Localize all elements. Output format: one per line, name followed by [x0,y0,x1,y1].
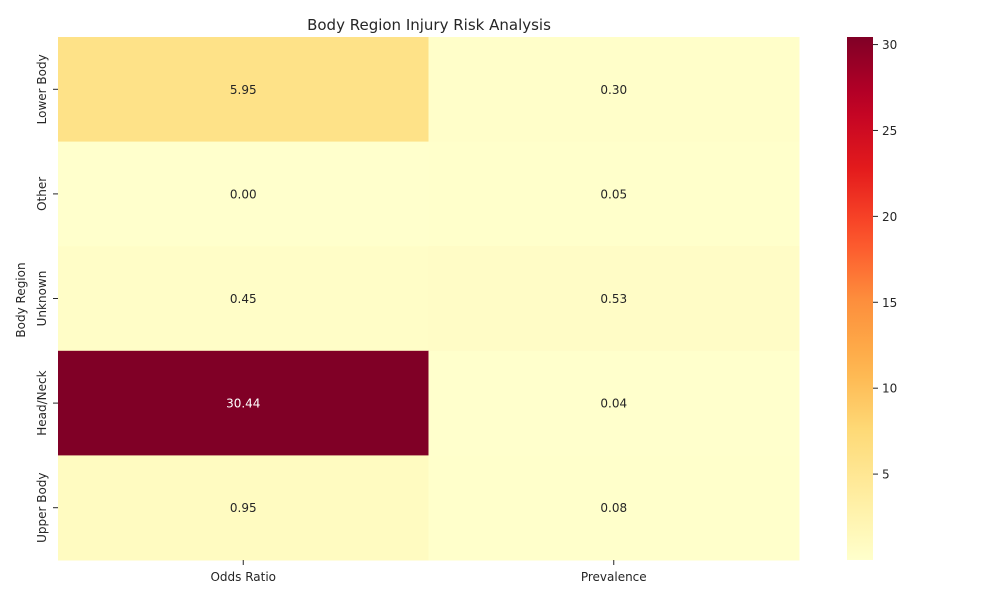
colorbar-tick-label: 30 [882,38,897,52]
y-axis-label: Body Region [14,262,28,337]
y-axis-ticks: Lower Body Other Unknown Head/Neck Upper Bod… [35,54,58,543]
heatmap-cells: 5.95 0.30 0.00 0.05 0.45 0.53 30.44 0.04 0.95 0.0… [58,37,800,561]
heatmap-cell [58,246,429,352]
heatmap-cell [58,37,429,143]
heatmap-cell [428,141,800,247]
x-tick-label: Odds Ratio [210,570,276,584]
colorbar-tick-label: 5 [882,468,890,482]
y-tick-label: Other [35,177,49,211]
cell-value-label: 5.95 [230,83,257,97]
cell-value-label: 0.05 [600,187,627,201]
heatmap-cell [428,246,800,352]
chart-title: Body Region Injury Risk Analysis [307,16,551,34]
cell-value-label: 0.45 [230,292,257,306]
y-tick-label: Upper Body [35,472,49,542]
y-tick-label: Head/Neck [35,370,49,435]
x-axis-ticks: Odds Ratio Prevalence [210,560,647,584]
y-tick-label: Unknown [35,271,49,327]
heatmap-cell [58,141,429,247]
heatmap-cell [428,350,800,456]
heatmap-cell [428,37,800,143]
colorbar [847,37,873,560]
cell-value-label: 0.04 [600,397,627,411]
heatmap-cell [428,455,800,561]
cell-value-label: 0.30 [600,83,627,97]
cell-value-label: 0.08 [600,501,627,515]
cell-value-label: 30.44 [226,397,260,411]
colorbar-ticks: 5 10 15 20 25 30 [873,38,897,482]
colorbar-tick-label: 25 [882,124,897,138]
cell-value-label: 0.00 [230,187,257,201]
x-tick-label: Prevalence [581,570,647,584]
heatmap-cell [58,350,429,456]
cell-value-label: 0.53 [600,292,627,306]
colorbar-tick-label: 10 [882,382,897,396]
cell-value-label: 0.95 [230,501,257,515]
colorbar-tick-label: 20 [882,210,897,224]
y-tick-label: Lower Body [35,54,49,124]
colorbar-tick-label: 15 [882,296,897,310]
heatmap-cell [58,455,429,561]
